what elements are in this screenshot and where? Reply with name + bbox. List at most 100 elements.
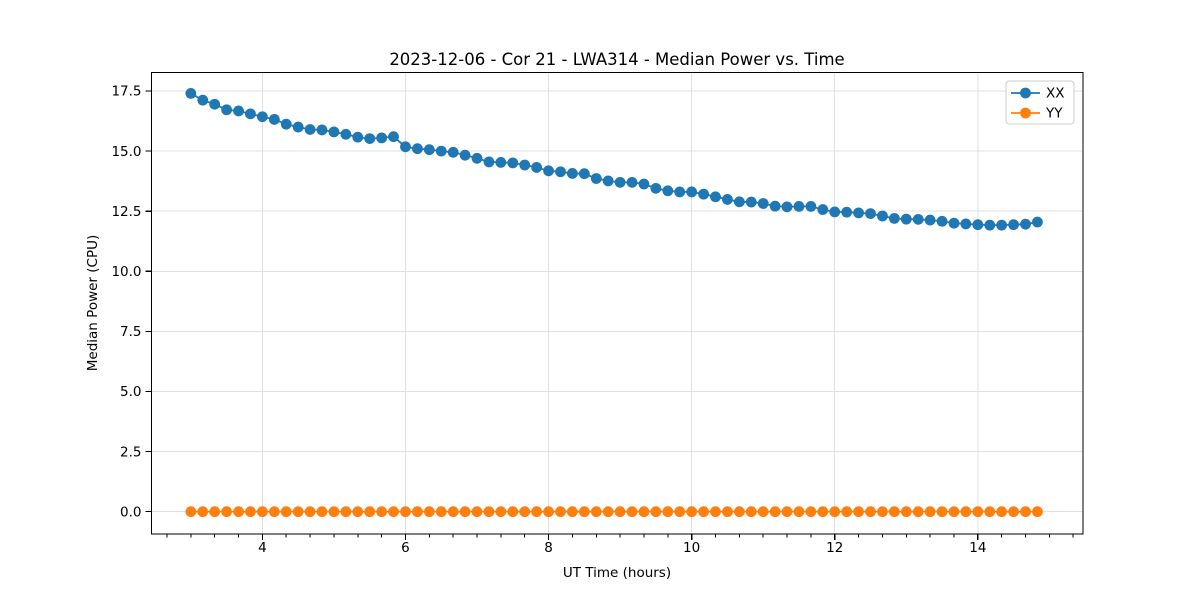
data-point-marker-xx <box>996 219 1008 231</box>
data-point-marker-xx <box>662 185 674 197</box>
data-point-marker-xx <box>197 94 209 106</box>
data-point-marker-xx <box>566 168 578 179</box>
data-point-marker-yy <box>388 506 399 518</box>
data-point-marker-xx <box>388 131 399 143</box>
data-point-marker-xx <box>793 200 805 212</box>
data-point-marker-yy <box>686 506 698 518</box>
x-tick-label: 4 <box>258 540 267 556</box>
data-point-marker-xx <box>543 165 554 177</box>
data-point-marker-yy <box>912 506 924 518</box>
gridlines <box>151 72 1083 534</box>
data-point-marker-yy <box>519 506 531 518</box>
data-point-marker-xx <box>280 118 292 130</box>
data-point-marker-xx <box>722 194 733 205</box>
data-point-marker-yy <box>972 506 984 518</box>
data-point-marker-yy <box>590 506 602 518</box>
axis-ticks <box>145 90 1074 540</box>
data-point-marker-yy <box>853 506 864 518</box>
data-point-marker-xx <box>578 168 590 180</box>
data-point-marker-xx <box>924 214 936 226</box>
data-point-marker-xx <box>1008 219 1020 231</box>
data-point-marker-xx <box>221 104 233 116</box>
data-point-marker-yy <box>710 506 721 518</box>
series-line-xx <box>190 92 1038 227</box>
y-tick-label: 7.5 <box>120 324 141 340</box>
data-point-marker-yy <box>185 506 197 518</box>
data-point-marker-yy <box>996 506 1008 518</box>
data-point-marker-yy <box>256 506 268 518</box>
data-point-marker-yy <box>733 506 745 518</box>
data-point-marker-xx <box>626 176 638 188</box>
data-point-marker-xx <box>185 88 197 99</box>
data-point-marker-yy <box>960 506 972 518</box>
data-point-marker-xx <box>698 188 710 200</box>
data-point-marker-xx <box>757 198 769 209</box>
data-point-marker-yy <box>662 506 674 518</box>
x-tick-label: 10 <box>683 540 700 556</box>
data-point-marker-xx <box>614 176 626 188</box>
data-point-marker-yy <box>245 506 256 518</box>
data-point-marker-yy <box>626 506 638 518</box>
data-point-marker-xx <box>972 219 984 231</box>
data-point-marker-yy <box>459 506 471 518</box>
y-tick-label: 0.0 <box>120 504 141 520</box>
data-point-marker-yy <box>877 506 888 518</box>
data-point-marker-xx <box>841 206 853 218</box>
data-point-marker-yy <box>400 506 411 518</box>
data-point-marker-yy <box>757 506 769 518</box>
data-point-marker-xx <box>412 143 423 155</box>
data-point-marker-xx <box>733 196 745 208</box>
data-point-marker-xx <box>745 196 757 208</box>
data-point-marker-yy <box>423 506 435 518</box>
chart-title: 2023-12-06 - Cor 21 - LWA314 - Median Po… <box>389 50 844 69</box>
y-tick-label: 15.0 <box>111 144 141 160</box>
data-point-marker-yy <box>936 506 948 518</box>
plot-border <box>150 71 1084 535</box>
data-point-marker-yy <box>304 506 316 518</box>
legend-entry-yy: YY <box>1011 106 1063 122</box>
x-tick-label: 12 <box>826 540 843 556</box>
data-point-marker-xx <box>519 159 531 171</box>
data-point-marker-yy <box>292 506 304 518</box>
legend-marker <box>1020 107 1031 119</box>
data-point-marker-yy <box>722 506 733 518</box>
data-point-marker-yy <box>829 506 841 518</box>
data-point-marker-yy <box>805 506 817 518</box>
data-point-marker-xx <box>900 213 912 225</box>
data-point-marker-xx <box>769 200 781 212</box>
x-axis-label: UT Time (hours) <box>563 565 671 581</box>
data-point-marker-yy <box>817 506 829 518</box>
data-point-marker-yy <box>555 506 566 518</box>
data-point-marker-yy <box>209 506 221 518</box>
data-point-marker-yy <box>578 506 590 518</box>
data-point-marker-yy <box>1020 506 1031 518</box>
data-point-marker-yy <box>483 506 495 518</box>
data-point-marker-yy <box>924 506 936 518</box>
data-point-marker-xx <box>865 208 876 219</box>
data-point-marker-xx <box>555 166 566 178</box>
data-point-marker-yy <box>1032 506 1043 518</box>
data-point-marker-xx <box>209 98 221 110</box>
data-point-marker-xx <box>650 182 662 194</box>
data-point-marker-xx <box>638 178 650 190</box>
data-point-marker-yy <box>1008 506 1020 518</box>
data-point-marker-xx <box>960 218 972 230</box>
data-point-marker-xx <box>340 128 352 140</box>
data-point-marker-yy <box>650 506 662 518</box>
data-point-marker-xx <box>435 145 447 157</box>
x-tick-label: 6 <box>401 540 410 556</box>
data-point-marker-yy <box>865 506 876 518</box>
x-tick-label: 8 <box>544 540 553 556</box>
data-point-marker-yy <box>638 506 650 518</box>
data-point-marker-yy <box>447 506 459 518</box>
data-point-marker-xx <box>268 113 280 125</box>
y-tick-label: 2.5 <box>120 444 141 460</box>
data-point-marker-yy <box>364 506 376 518</box>
data-point-marker-yy <box>495 506 507 518</box>
data-point-marker-xx <box>471 152 483 164</box>
data-point-marker-xx <box>948 217 960 229</box>
data-point-marker-xx <box>817 204 829 215</box>
data-point-marker-yy <box>268 506 280 518</box>
x-tick-label: 14 <box>969 540 986 556</box>
data-point-marker-yy <box>566 506 578 518</box>
